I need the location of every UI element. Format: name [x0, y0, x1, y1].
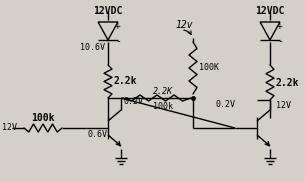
- Text: 12v: 12v: [175, 20, 193, 30]
- Text: 2.2K: 2.2K: [153, 87, 173, 96]
- Text: 0.2V: 0.2V: [123, 97, 143, 106]
- Text: 100K: 100K: [199, 64, 219, 72]
- Text: 100k: 100k: [31, 113, 55, 123]
- Text: -: -: [115, 36, 121, 46]
- Text: 100k: 100k: [153, 102, 173, 111]
- Text: 12VDC: 12VDC: [93, 6, 123, 16]
- Text: 0.6V: 0.6V: [88, 130, 108, 139]
- Text: 12VDC: 12VDC: [255, 6, 285, 16]
- Text: -: -: [277, 36, 283, 46]
- Text: 10.6V: 10.6V: [80, 43, 105, 52]
- Text: 0.2V: 0.2V: [215, 100, 235, 109]
- Text: 12V: 12V: [2, 124, 17, 132]
- Text: +: +: [277, 21, 283, 31]
- Text: 2.2k: 2.2k: [114, 76, 138, 86]
- Text: +: +: [115, 21, 121, 31]
- Text: 12V: 12V: [276, 101, 291, 110]
- Text: 2.2k: 2.2k: [276, 78, 300, 88]
